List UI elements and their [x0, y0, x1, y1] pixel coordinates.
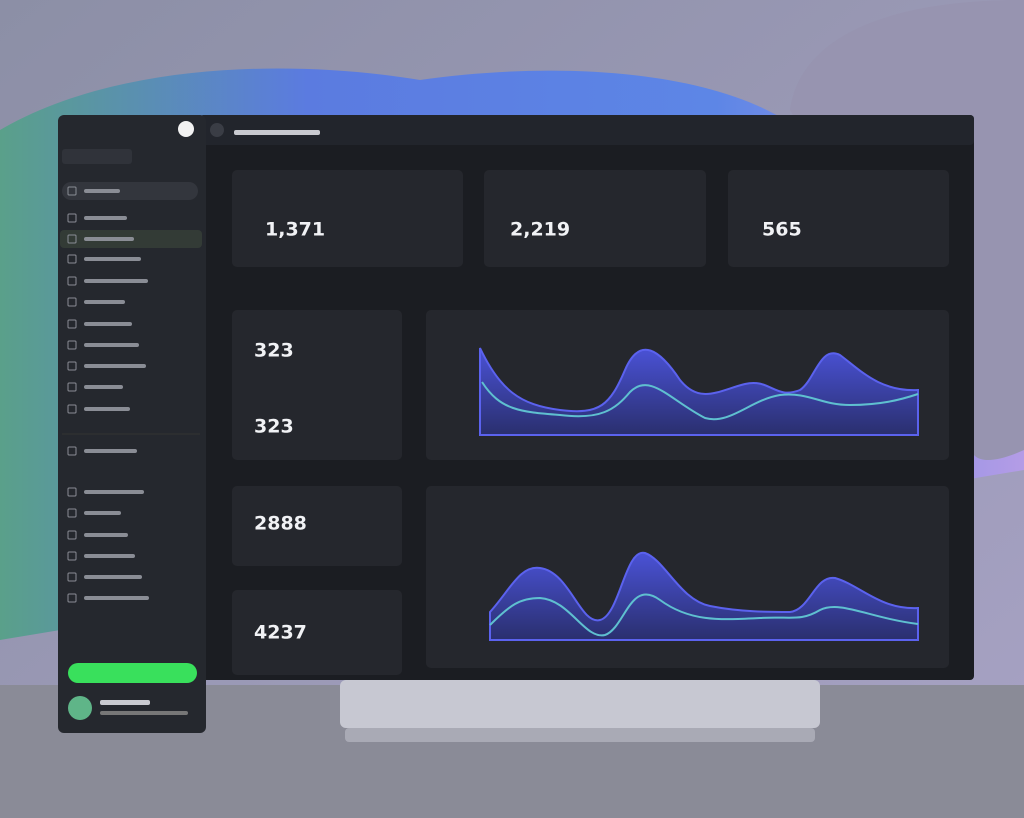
panel-value: 2888: [254, 513, 307, 535]
menu-label: [84, 189, 120, 193]
user-email: [100, 711, 188, 715]
menu-icon: [67, 551, 77, 561]
menu-label: [84, 343, 139, 347]
menu-icon: [67, 297, 77, 307]
menu-label: [84, 257, 141, 261]
area-chart: [479, 347, 919, 436]
stat-card: [484, 170, 706, 267]
menu-label: [84, 237, 134, 241]
monitor-stand-base: [345, 728, 815, 742]
menu-label: [84, 490, 144, 494]
workspace-selector[interactable]: [62, 149, 132, 164]
stat-value: 2,219: [510, 219, 570, 241]
stat-panel: [232, 310, 402, 460]
menu-icon: [67, 340, 77, 350]
menu-icon: [67, 593, 77, 603]
panel-value: 323: [254, 340, 294, 362]
menu-icon: [67, 508, 77, 518]
title-placeholder: [234, 130, 320, 135]
menu-icon: [67, 446, 77, 456]
area-chart-line: [481, 381, 919, 421]
menu-label: [84, 322, 132, 326]
primary-button[interactable]: [68, 663, 197, 683]
stat-card: [728, 170, 949, 267]
logo: [210, 123, 224, 137]
menu-icon: [67, 186, 77, 196]
top-bar: [200, 115, 974, 145]
menu-icon: [67, 276, 77, 286]
menu-icon: [67, 234, 77, 244]
area-chart: [489, 551, 919, 641]
menu-icon: [67, 319, 77, 329]
menu-label: [84, 575, 142, 579]
menu-label: [84, 511, 121, 515]
stat-panel: [232, 486, 402, 566]
user-name: [100, 700, 150, 705]
menu-icon: [67, 487, 77, 497]
avatar: [68, 696, 92, 720]
stat-card: [232, 170, 463, 267]
menu-label: [84, 364, 146, 368]
panel-value: 4237: [254, 622, 307, 644]
menu-icon: [67, 404, 77, 414]
menu-highlight: [62, 182, 198, 200]
menu-label: [84, 279, 148, 283]
menu-icon: [67, 254, 77, 264]
menu-label: [84, 385, 123, 389]
menu-label: [84, 533, 128, 537]
area-chart-line: [489, 593, 919, 637]
menu-label: [84, 300, 125, 304]
stat-panel: [232, 590, 402, 675]
menu-icon: [67, 382, 77, 392]
menu-icon: [67, 213, 77, 223]
menu-icon: [67, 572, 77, 582]
monitor-stand: [340, 680, 820, 728]
menu-label: [84, 449, 137, 453]
sidebar: [58, 115, 206, 733]
menu-label: [84, 407, 130, 411]
menu-label: [84, 216, 127, 220]
menu-icon: [67, 361, 77, 371]
menu-label: [84, 554, 135, 558]
menu-icon: [67, 530, 77, 540]
menu-label: [84, 596, 149, 600]
panel-value: 323: [254, 416, 294, 438]
stat-value: 1,371: [265, 219, 325, 241]
add-button[interactable]: [178, 121, 194, 137]
stat-value: 565: [762, 219, 802, 241]
